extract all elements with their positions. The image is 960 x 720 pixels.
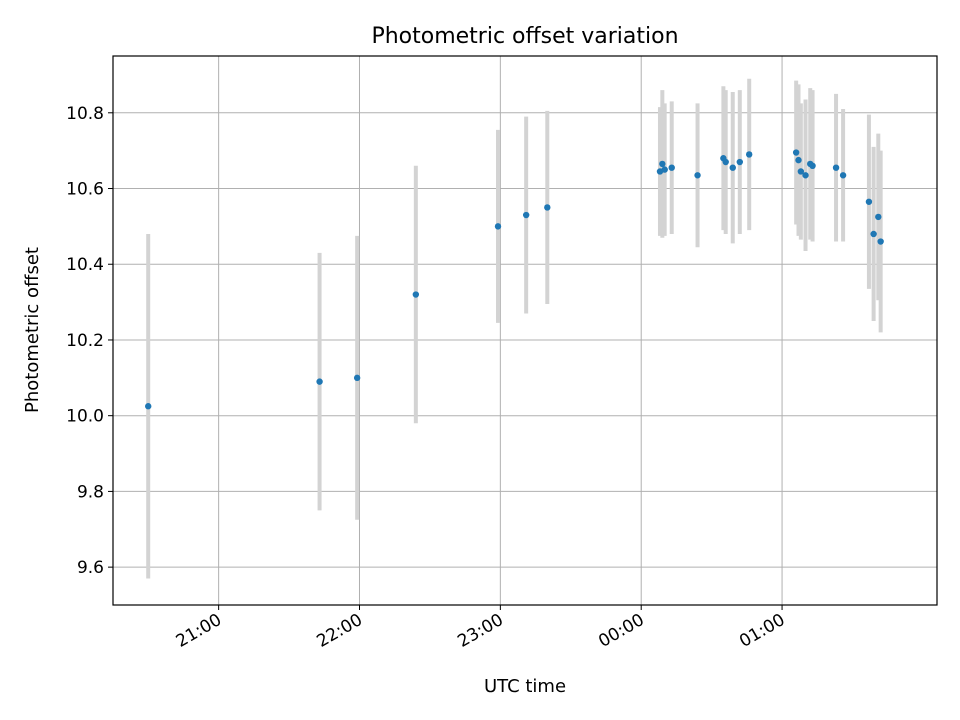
data-point	[839, 172, 847, 179]
data-point	[792, 149, 800, 156]
y-axis-label: Photometric offset	[22, 247, 43, 413]
data-point	[877, 238, 884, 245]
y-tick-label: 10.8	[66, 104, 104, 124]
y-tick-label: 9.8	[77, 482, 104, 502]
data-point	[865, 198, 873, 205]
data-point	[875, 213, 882, 221]
data-point	[412, 291, 420, 298]
data-point	[736, 158, 744, 166]
y-tick-label: 9.6	[77, 558, 104, 578]
data-points	[145, 149, 884, 410]
data-point	[494, 223, 502, 230]
data-point	[795, 156, 802, 164]
data-point	[668, 164, 675, 171]
data-point	[802, 172, 809, 179]
data-point	[522, 211, 530, 219]
y-tick-label: 10.0	[66, 407, 104, 427]
y-tick-label: 10.4	[66, 255, 104, 275]
data-point	[659, 160, 666, 168]
y-tick-label: 10.6	[66, 180, 104, 200]
data-point	[722, 158, 729, 166]
data-point	[316, 378, 323, 385]
data-point	[694, 172, 701, 179]
plot-frame	[112, 55, 938, 606]
data-point	[832, 164, 840, 171]
data-point	[544, 204, 551, 211]
x-axis-label: UTC time	[484, 676, 566, 697]
y-tick-label: 10.2	[66, 331, 104, 351]
data-point	[353, 374, 361, 382]
data-point	[870, 230, 877, 238]
data-point	[661, 166, 668, 173]
data-point	[809, 162, 816, 169]
chart-title: Photometric offset variation	[371, 24, 678, 49]
data-point	[729, 164, 736, 171]
data-point	[145, 403, 152, 410]
data-point	[797, 168, 805, 175]
data-point	[745, 151, 753, 158]
